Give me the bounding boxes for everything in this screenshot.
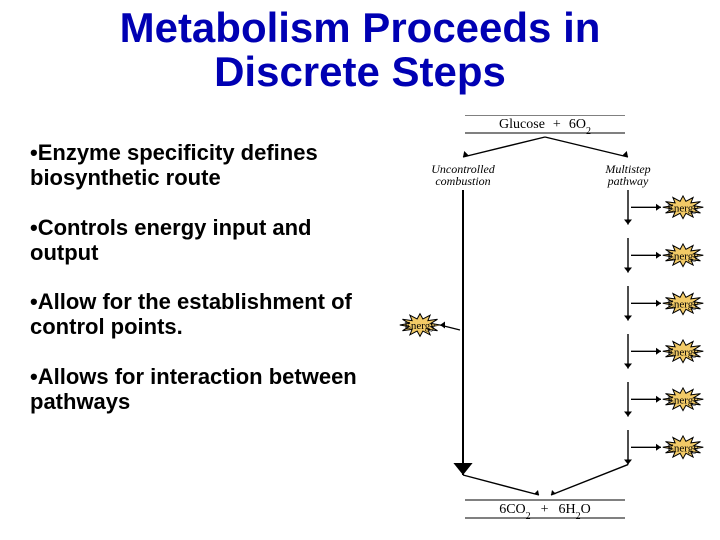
bullet-text: Allow for the establishment of control p… (30, 289, 352, 339)
svg-text:Energy: Energy (667, 394, 699, 406)
svg-text:Energy: Energy (667, 250, 699, 262)
bullet-text: Controls energy input and output (30, 215, 312, 265)
bullet-item: •Controls energy input and output (30, 215, 370, 266)
svg-text:Glucose+6O2: Glucose+6O2 (499, 117, 591, 137)
bullet-list: •Enzyme specificity defines biosynthetic… (30, 140, 370, 438)
svg-text:Energy: Energy (667, 346, 699, 358)
svg-text:Energy: Energy (404, 320, 436, 332)
bullet-text: Enzyme specificity defines biosynthetic … (30, 140, 318, 190)
title-line-2: Discrete Steps (214, 48, 506, 95)
title-line-1: Metabolism Proceeds in (120, 4, 601, 51)
slide-title: Metabolism Proceeds in Discrete Steps (0, 6, 720, 94)
bullet-item: •Allows for interaction between pathways (30, 364, 370, 415)
svg-text:Uncontrolledcombustion: Uncontrolledcombustion (431, 162, 496, 188)
svg-text:Multisteppathway: Multisteppathway (604, 162, 650, 188)
bullet-item: •Allow for the establishment of control … (30, 289, 370, 340)
svg-text:6CO2+6H2O: 6CO2+6H2O (499, 502, 591, 522)
pathway-diagram: Glucose+6O2 Uncontrolledcombustion Multist… (380, 115, 710, 530)
bullet-item: •Enzyme specificity defines biosynthetic… (30, 140, 370, 191)
bullet-text: Allows for interaction between pathways (30, 364, 357, 414)
svg-text:Energy: Energy (667, 442, 699, 454)
svg-text:Energy: Energy (667, 202, 699, 214)
svg-text:Energy: Energy (667, 298, 699, 310)
